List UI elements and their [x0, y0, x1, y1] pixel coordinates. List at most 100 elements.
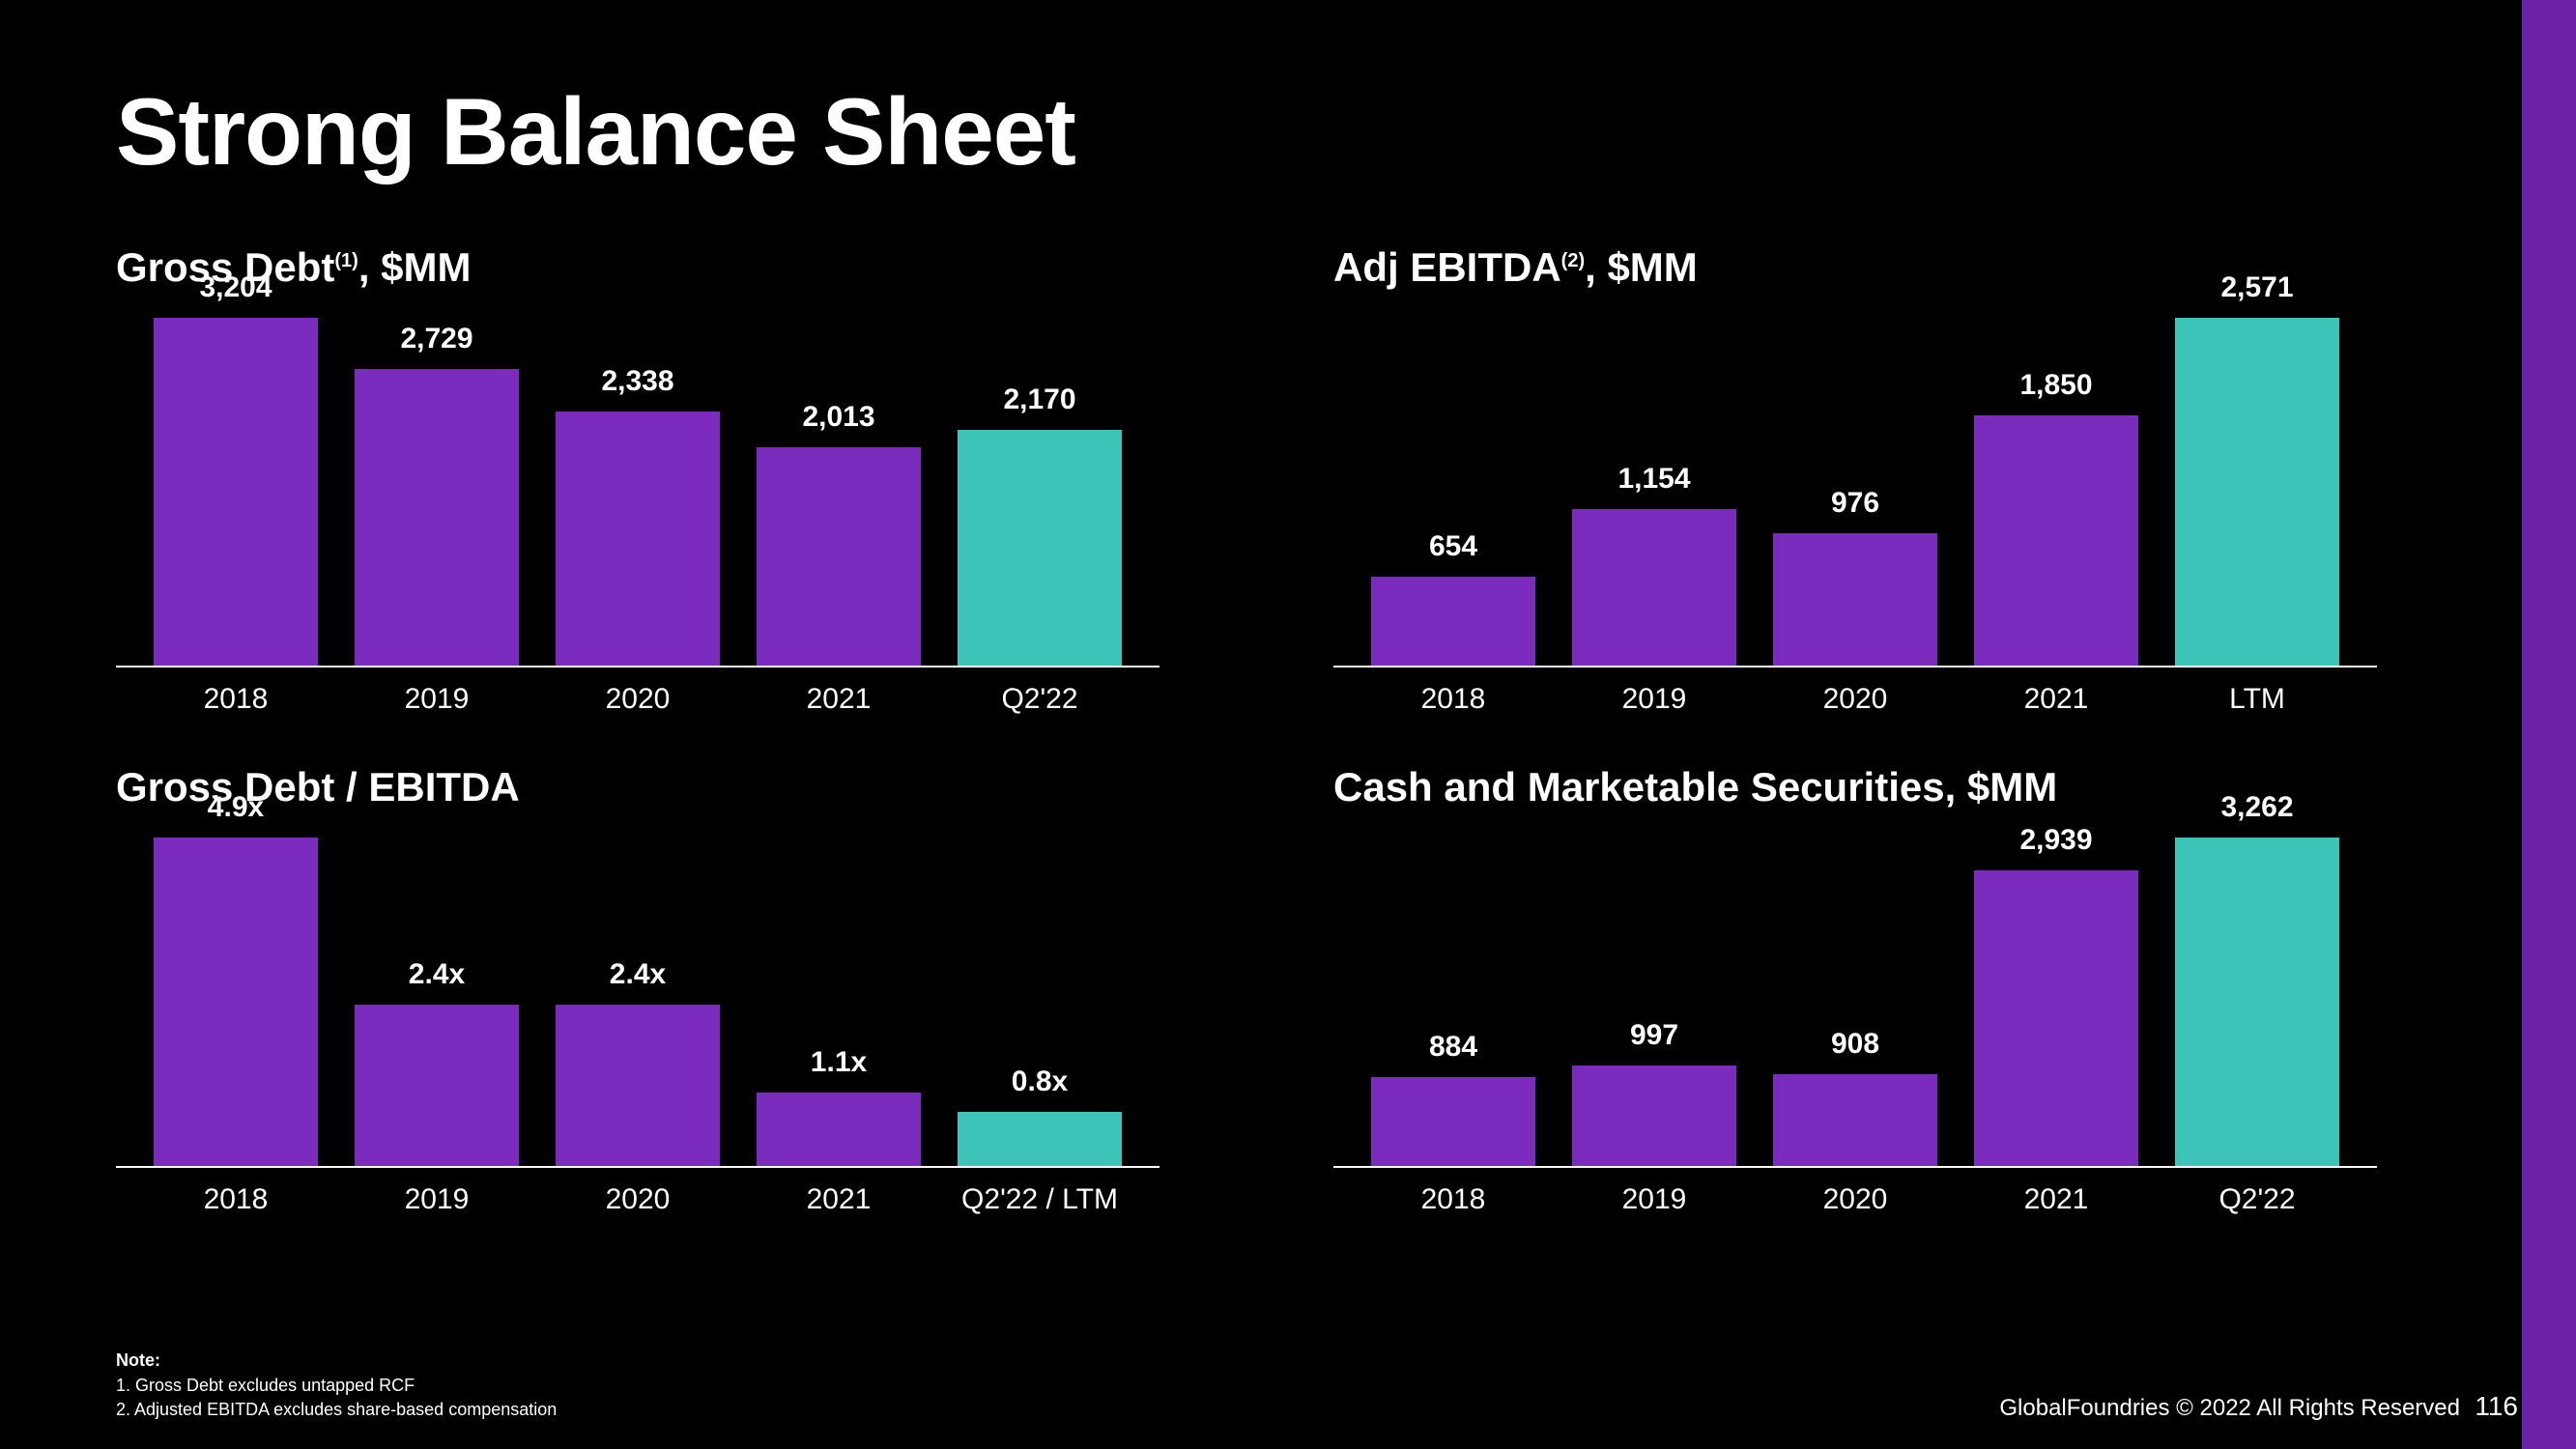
copyright: GlobalFoundries © 2022 All Rights Reserv…: [1999, 1395, 2460, 1422]
category-label: 2020: [1768, 1183, 1942, 1216]
category-label: 2021: [1969, 1183, 2143, 1216]
category-row: 2018 2019 2020 2021 Q2'22 / LTM: [116, 1168, 1159, 1216]
category-label: 2019: [350, 1183, 524, 1216]
bar: [958, 1112, 1122, 1166]
note-line: 1. Gross Debt excludes untapped RCF: [116, 1374, 557, 1398]
slide: Strong Balance Sheet Gross Debt(1), $MM …: [0, 0, 2576, 1449]
bar-group: 2,013: [752, 401, 926, 666]
category-label: Q2'22: [953, 683, 1127, 716]
chart-debt-ebitda: Gross Debt / EBITDA 4.9x2.4x2.4x1.1x0.8x…: [116, 764, 1159, 1236]
bar-value-label: 2,729: [400, 323, 472, 355]
footnotes: Note: 1. Gross Debt excludes untapped RC…: [116, 1349, 557, 1422]
category-label: 2018: [149, 683, 323, 716]
category-label: 2021: [1969, 683, 2143, 716]
bar-value-label: 2,571: [2220, 271, 2293, 304]
bar: [757, 1093, 921, 1166]
bar: [1371, 1077, 1535, 1166]
category-row: 2018 2019 2020 2021 Q2'22: [116, 668, 1159, 716]
bar-value-label: 1.1x: [811, 1046, 867, 1079]
bar-group: 884: [1366, 1031, 1540, 1166]
bar-value-label: 0.8x: [1012, 1065, 1068, 1098]
category-label: LTM: [2170, 683, 2344, 716]
bars-area: 4.9x2.4x2.4x1.1x0.8x: [116, 839, 1159, 1168]
category-row: 2018 2019 2020 2021 Q2'22: [1333, 1168, 2377, 1216]
bar: [1572, 1065, 1736, 1166]
bar: [958, 430, 1122, 666]
bar: [1572, 509, 1736, 666]
category-label: 2020: [551, 683, 725, 716]
bar-group: 1,850: [1969, 369, 2143, 666]
bar-group: 908: [1768, 1028, 1942, 1166]
bar-group: 654: [1366, 530, 1540, 666]
category-label: 2019: [350, 683, 524, 716]
charts-grid: Gross Debt(1), $MM 3,2042,7292,3382,0132…: [116, 244, 2377, 1236]
category-label: 2018: [1366, 1183, 1540, 1216]
accent-strip: [2522, 0, 2576, 1449]
bar-group: 2,338: [551, 365, 725, 666]
category-label: 2019: [1567, 1183, 1741, 1216]
bar: [154, 838, 318, 1166]
category-label: 2021: [752, 683, 926, 716]
bar-value-label: 1,850: [2019, 369, 2092, 402]
category-label: 2018: [1366, 683, 1540, 716]
bar-value-label: 3,262: [2220, 791, 2293, 824]
category-label: Q2'22 / LTM: [953, 1183, 1127, 1216]
footer: Note: 1. Gross Debt excludes untapped RC…: [116, 1349, 2460, 1422]
bar-group: 2,571: [2170, 271, 2344, 666]
bar-value-label: 2.4x: [610, 958, 666, 991]
bar-value-label: 654: [1429, 530, 1477, 563]
category-label: 2019: [1567, 683, 1741, 716]
bar-value-label: 908: [1831, 1028, 1879, 1061]
chart-adj-ebitda: Adj EBITDA(2), $MM 6541,1549761,8502,571…: [1333, 244, 2377, 716]
note-line: 2. Adjusted EBITDA excludes share-based …: [116, 1398, 557, 1422]
bar-value-label: 884: [1429, 1031, 1477, 1064]
bar: [2175, 318, 2339, 666]
category-label: 2020: [1768, 683, 1942, 716]
bar: [757, 447, 921, 666]
bar-value-label: 2,338: [601, 365, 673, 398]
note-header: Note:: [116, 1349, 557, 1373]
category-label: 2021: [752, 1183, 926, 1216]
bar: [355, 369, 519, 666]
bar-group: 997: [1567, 1019, 1741, 1166]
bar-group: 1.1x: [752, 1046, 926, 1166]
category-label: 2020: [551, 1183, 725, 1216]
bar-group: 2,170: [953, 384, 1127, 666]
bars-area: 3,2042,7292,3382,0132,170: [116, 320, 1159, 668]
bar-group: 2.4x: [350, 958, 524, 1166]
bar-value-label: 2,013: [802, 401, 874, 434]
bar: [1974, 870, 2138, 1166]
bar-value-label: 2,939: [2019, 824, 2092, 857]
bar-group: 0.8x: [953, 1065, 1127, 1166]
chart-gross-debt: Gross Debt(1), $MM 3,2042,7292,3382,0132…: [116, 244, 1159, 716]
bar-group: 3,262: [2170, 791, 2344, 1166]
bar: [556, 1005, 720, 1166]
bar: [2175, 838, 2339, 1166]
bar: [154, 318, 318, 666]
category-row: 2018 2019 2020 2021 LTM: [1333, 668, 2377, 716]
bar: [1773, 533, 1937, 666]
category-label: Q2'22: [2170, 1183, 2344, 1216]
bar-value-label: 3,204: [199, 271, 272, 304]
bar: [1773, 1074, 1937, 1166]
page-title: Strong Balance Sheet: [116, 77, 2460, 186]
page-number: 116: [2475, 1391, 2518, 1422]
bar: [355, 1005, 519, 1166]
category-label: 2018: [149, 1183, 323, 1216]
bar-group: 3,204: [149, 271, 323, 666]
bar-group: 4.9x: [149, 791, 323, 1166]
bar-value-label: 2.4x: [409, 958, 465, 991]
bar-group: 976: [1768, 487, 1942, 666]
bar-value-label: 976: [1831, 487, 1879, 520]
bar-value-label: 997: [1630, 1019, 1678, 1052]
bar-group: 1,154: [1567, 463, 1741, 666]
bar: [1371, 577, 1535, 666]
bars-area: 8849979082,9393,262: [1333, 839, 2377, 1168]
chart-cash: Cash and Marketable Securities, $MM 8849…: [1333, 764, 2377, 1236]
bars-area: 6541,1549761,8502,571: [1333, 320, 2377, 668]
bar-group: 2.4x: [551, 958, 725, 1166]
bar-value-label: 2,170: [1003, 384, 1075, 416]
bar-group: 2,939: [1969, 824, 2143, 1166]
bar-value-label: 1,154: [1617, 463, 1690, 496]
bar: [1974, 415, 2138, 666]
